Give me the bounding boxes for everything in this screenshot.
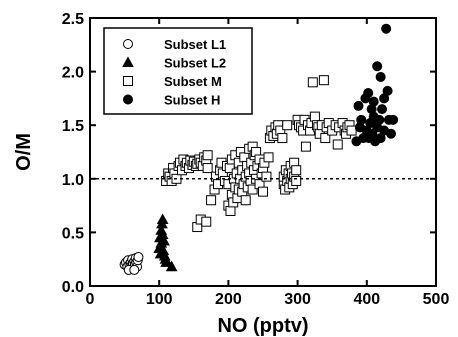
data-point [363,88,374,99]
series-0 [119,252,144,275]
legend-marker [123,76,133,86]
data-point [158,234,170,246]
x-tick-label: 400 [353,291,380,308]
y-tick-label: 0.0 [62,279,84,296]
data-point [258,186,268,197]
data-point [277,133,288,144]
data-point [201,216,212,227]
data-point [291,165,302,176]
data-point [156,213,169,225]
y-tick-label: 2.5 [62,11,84,28]
data-point [291,175,302,186]
data-point [368,96,379,107]
legend-label: Subset M [164,74,222,89]
axis-tick-labels: 0 100 200 300 400 500 0.0 0.5 1.0 1.5 2.0 2.5 [62,11,450,308]
data-point [133,252,144,263]
x-tick-label: 100 [146,291,173,308]
legend-marker [123,39,133,49]
data-point [263,152,274,163]
y-tick-label: 2.0 [62,65,84,82]
x-tick-label: 500 [423,291,450,308]
data-point [202,163,213,174]
data-point [375,71,386,82]
legend-marker [122,56,134,67]
legend-marker [123,94,133,105]
y-tick-label: 0.5 [62,225,84,242]
data-point [374,114,385,125]
data-point [381,23,392,34]
data-point [332,139,343,150]
data-point [346,125,357,136]
data-point [206,195,217,206]
series-1 [153,213,178,272]
x-tick-label: 0 [86,291,95,308]
data-point [318,75,329,86]
data-point [240,195,251,206]
data-point [320,133,331,144]
data-point [382,85,393,96]
data-point [309,111,320,122]
data-point [247,184,258,195]
y-tick-label: 1.5 [62,118,84,135]
data-point [372,61,383,72]
data-point [160,256,172,267]
data-point [202,150,213,161]
data-point [386,128,397,139]
legend: Subset L1 Subset L2 Subset M Subset H [103,27,253,115]
x-tick-label: 300 [284,291,311,308]
x-tick-label: 200 [215,291,242,308]
plot-frame [89,17,437,287]
y-axis-label: O/M [13,133,35,171]
data-point [282,120,293,131]
data-point [388,114,399,125]
x-axis-label: NO (pptv) [217,315,308,337]
data-point [261,171,272,182]
data-point [353,100,364,111]
axis-ticks [89,17,437,287]
legend-label: Subset H [164,93,220,108]
y-tick-label: 1.0 [62,172,84,189]
legend-label: Subset L1 [164,37,226,52]
data-point [300,141,311,152]
data-point [377,104,388,115]
data-point [356,114,367,125]
legend-label: Subset L2 [164,56,226,71]
data-point [307,77,318,88]
data-point [225,205,236,216]
data-point [129,264,140,275]
data-point [165,260,178,272]
series-3 [351,23,399,147]
